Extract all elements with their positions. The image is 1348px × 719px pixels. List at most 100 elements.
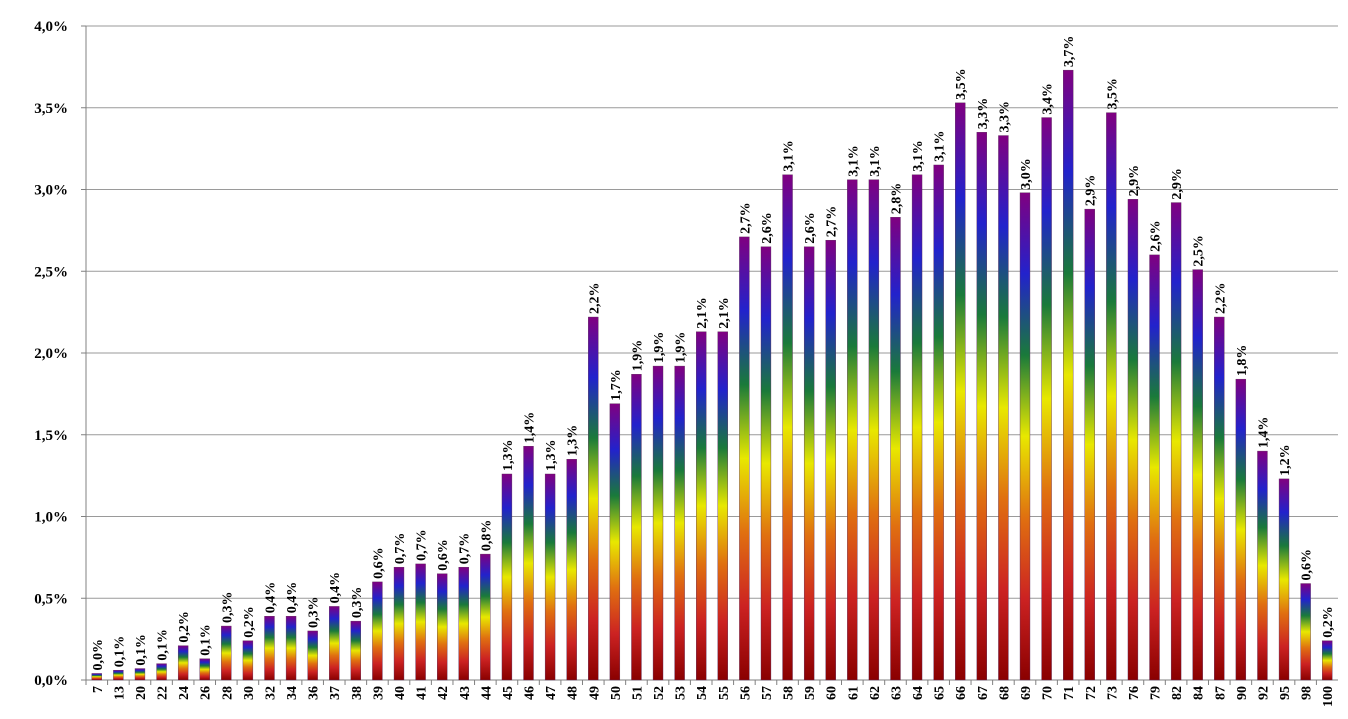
x-tick-label: 98 bbox=[1300, 686, 1315, 700]
data-label: 0,7% bbox=[393, 533, 408, 565]
bar bbox=[911, 174, 923, 681]
bar bbox=[1041, 117, 1052, 681]
x-tick-label: 7 bbox=[91, 686, 106, 693]
data-label: 0,3% bbox=[307, 596, 322, 628]
data-label: 3,1% bbox=[868, 145, 883, 177]
data-label: 1,8% bbox=[1235, 345, 1250, 377]
data-label: 1,9% bbox=[652, 332, 667, 364]
bar bbox=[1214, 316, 1225, 681]
bar bbox=[1170, 202, 1182, 681]
y-tick-label: 0,0% bbox=[34, 673, 68, 689]
x-tick-label: 70 bbox=[1041, 686, 1056, 700]
y-tick-label: 1,5% bbox=[34, 428, 68, 444]
x-tick-label: 20 bbox=[134, 686, 149, 700]
bar bbox=[674, 365, 685, 681]
bar bbox=[868, 179, 880, 681]
data-label: 2,1% bbox=[717, 297, 732, 329]
y-tick-label: 4,0% bbox=[34, 19, 68, 35]
bar bbox=[1149, 254, 1160, 681]
bar bbox=[566, 459, 577, 681]
data-label: 2,1% bbox=[695, 297, 710, 329]
x-tick-label: 53 bbox=[674, 686, 689, 700]
data-label: 0,3% bbox=[350, 587, 365, 619]
x-tick-label: 95 bbox=[1278, 686, 1293, 700]
x-tick-label: 58 bbox=[782, 686, 797, 700]
x-tick-label: 46 bbox=[523, 686, 538, 700]
bar bbox=[803, 246, 815, 681]
data-label: 3,4% bbox=[1041, 83, 1056, 115]
x-tick-label: 79 bbox=[1149, 686, 1164, 700]
x-tick-label: 60 bbox=[825, 686, 840, 700]
x-tick-label: 67 bbox=[976, 686, 991, 700]
bar bbox=[329, 606, 340, 681]
data-label: 3,7% bbox=[1062, 36, 1077, 68]
data-label: 2,6% bbox=[1149, 220, 1164, 252]
bar bbox=[415, 563, 426, 681]
gridlines bbox=[86, 25, 1338, 599]
data-label: 1,2% bbox=[1278, 444, 1293, 476]
data-label: 1,9% bbox=[630, 340, 645, 372]
data-label: 1,3% bbox=[544, 439, 559, 471]
bar bbox=[1300, 583, 1311, 681]
x-tick-label: 36 bbox=[307, 686, 322, 700]
bar bbox=[544, 473, 556, 681]
bar bbox=[156, 663, 167, 681]
x-tick-label: 82 bbox=[1170, 686, 1185, 700]
bar bbox=[760, 246, 772, 681]
bar bbox=[1278, 478, 1290, 681]
data-label: 3,0% bbox=[1019, 158, 1034, 190]
data-label: 2,5% bbox=[1192, 235, 1207, 267]
x-tick-label: 34 bbox=[285, 686, 300, 700]
data-label: 2,8% bbox=[889, 183, 904, 215]
data-label: 3,1% bbox=[846, 145, 861, 177]
bar bbox=[285, 616, 297, 681]
bar bbox=[782, 174, 793, 681]
bar bbox=[696, 331, 707, 681]
x-tick-label: 40 bbox=[393, 686, 408, 700]
x-tick-label: 54 bbox=[695, 686, 710, 700]
x-tick-label: 37 bbox=[328, 686, 343, 700]
x-tick-label: 84 bbox=[1192, 686, 1207, 700]
x-tick-label: 44 bbox=[479, 686, 494, 700]
data-label: 3,1% bbox=[933, 130, 948, 162]
y-tick-label: 1,0% bbox=[34, 510, 68, 526]
x-tick-label: 69 bbox=[1019, 686, 1034, 700]
x-tick-label: 51 bbox=[630, 686, 645, 700]
data-label: 2,9% bbox=[1170, 168, 1185, 200]
data-label: 1,4% bbox=[523, 412, 538, 444]
x-tick-label: 50 bbox=[609, 686, 624, 700]
x-tick-label: 24 bbox=[177, 686, 192, 700]
data-label: 2,7% bbox=[825, 206, 840, 238]
data-label: 0,1% bbox=[156, 629, 171, 661]
bar bbox=[393, 566, 405, 681]
x-tick-label: 66 bbox=[954, 686, 969, 700]
bar bbox=[113, 669, 124, 681]
bar bbox=[264, 616, 275, 681]
bar bbox=[739, 236, 750, 681]
bar bbox=[1235, 378, 1247, 681]
data-label: 2,7% bbox=[738, 202, 753, 234]
x-tick-label: 72 bbox=[1084, 686, 1099, 700]
x-tick-label: 22 bbox=[156, 686, 171, 700]
data-label: 0,1% bbox=[134, 634, 149, 666]
bar bbox=[437, 573, 448, 681]
data-label: 3,3% bbox=[997, 101, 1012, 133]
bar bbox=[609, 403, 621, 681]
bar bbox=[652, 365, 664, 681]
x-axis-tick-labels: 7 13 20 22 24 26 28 30 32 34 36 37 38 39 40 41 42 43 44 45 4… bbox=[85, 680, 1336, 707]
bar bbox=[1257, 450, 1268, 681]
bar bbox=[458, 566, 469, 681]
x-tick-label: 92 bbox=[1256, 686, 1271, 700]
bar bbox=[221, 625, 232, 681]
bar bbox=[242, 640, 254, 681]
bar bbox=[177, 645, 189, 681]
data-label: 2,9% bbox=[1084, 175, 1099, 207]
x-tick-label: 100 bbox=[1321, 686, 1336, 707]
bar bbox=[501, 473, 513, 681]
x-tick-label: 64 bbox=[911, 686, 926, 700]
data-label: 2,2% bbox=[587, 283, 602, 315]
data-label: 2,6% bbox=[803, 212, 818, 244]
data-label: 0,2% bbox=[242, 606, 257, 638]
bar bbox=[350, 620, 361, 681]
